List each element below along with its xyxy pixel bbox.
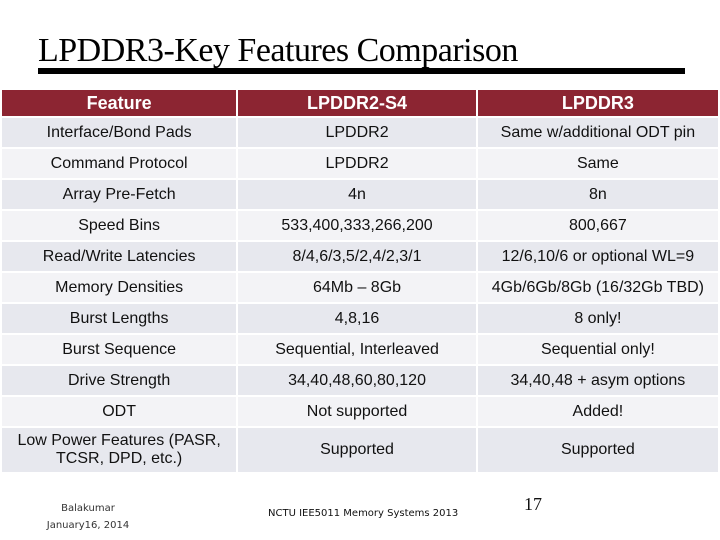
lpddr2-cell: 4,8,16	[238, 304, 476, 333]
feature-cell: Burst Sequence	[2, 335, 237, 364]
features-comparison-table: Feature LPDDR2-S4 LPDDR3 Interface/Bond …	[0, 88, 720, 474]
lpddr3-cell: 12/6,10/6 or optional WL=9	[477, 242, 718, 271]
feature-cell: Memory Densities	[2, 273, 237, 302]
lpddr2-cell: 64Mb – 8Gb	[238, 273, 476, 302]
lpddr2-cell: Supported	[238, 428, 476, 472]
feature-cell: Drive Strength	[2, 366, 237, 395]
header-lpddr2-s4: LPDDR2-S4	[238, 90, 476, 116]
feature-cell: Array Pre-Fetch	[2, 180, 237, 209]
lpddr2-cell: LPDDR2	[238, 149, 476, 178]
table-row: Interface/Bond Pads LPDDR2 Same w/additi…	[2, 118, 718, 147]
footer-author-date: Balakumar January16, 2014	[36, 500, 140, 534]
lpddr3-cell: 8 only!	[477, 304, 718, 333]
table-row: ODT Not supported Added!	[2, 397, 718, 426]
feature-cell: Burst Lengths	[2, 304, 237, 333]
table-header-row: Feature LPDDR2-S4 LPDDR3	[2, 90, 718, 116]
feature-cell: Command Protocol	[2, 149, 237, 178]
table-row: Read/Write Latencies 8/4,6/3,5/2,4/2,3/1…	[2, 242, 718, 271]
table-row: Drive Strength 34,40,48,60,80,120 34,40,…	[2, 366, 718, 395]
lpddr3-cell: 8n	[477, 180, 718, 209]
lpddr3-cell: Same w/additional ODT pin	[477, 118, 718, 147]
table-row: Memory Densities 64Mb – 8Gb 4Gb/6Gb/8Gb …	[2, 273, 718, 302]
footer-author: Balakumar	[61, 503, 115, 514]
feature-cell: Low Power Features (PASR, TCSR, DPD, etc…	[2, 428, 237, 472]
footer-course: NCTU IEE5011 Memory Systems 2013	[268, 508, 459, 519]
lpddr2-cell: 4n	[238, 180, 476, 209]
feature-cell: Interface/Bond Pads	[2, 118, 237, 147]
lpddr3-cell: 4Gb/6Gb/8Gb (16/32Gb TBD)	[477, 273, 718, 302]
table-row: Burst Sequence Sequential, Interleaved S…	[2, 335, 718, 364]
table-row: Burst Lengths 4,8,16 8 only!	[2, 304, 718, 333]
lpddr2-cell: LPDDR2	[238, 118, 476, 147]
feature-cell: Speed Bins	[2, 211, 237, 240]
lpddr2-cell: Not supported	[238, 397, 476, 426]
lpddr2-cell: 34,40,48,60,80,120	[238, 366, 476, 395]
lpddr3-cell: Added!	[477, 397, 718, 426]
lpddr2-cell: 8/4,6/3,5/2,4/2,3/1	[238, 242, 476, 271]
lpddr3-cell: Same	[477, 149, 718, 178]
lpddr3-cell: 34,40,48 + asym options	[477, 366, 718, 395]
lpddr2-cell: 533,400,333,266,200	[238, 211, 476, 240]
slide-title: LPDDR3-Key Features Comparison	[38, 32, 518, 69]
lpddr3-cell: Supported	[477, 428, 718, 472]
table-row: Array Pre-Fetch 4n 8n	[2, 180, 718, 209]
table-row: Speed Bins 533,400,333,266,200 800,667	[2, 211, 718, 240]
feature-cell: Read/Write Latencies	[2, 242, 237, 271]
table-row: Command Protocol LPDDR2 Same	[2, 149, 718, 178]
lpddr3-cell: Sequential only!	[477, 335, 718, 364]
lpddr3-cell: 800,667	[477, 211, 718, 240]
title-underline	[38, 68, 685, 74]
footer-date: January16, 2014	[46, 520, 130, 531]
header-feature: Feature	[2, 90, 237, 116]
feature-cell: ODT	[2, 397, 237, 426]
lpddr2-cell: Sequential, Interleaved	[238, 335, 476, 364]
page-number: 17	[524, 494, 542, 514]
header-lpddr3: LPDDR3	[477, 90, 718, 116]
table-row: Low Power Features (PASR, TCSR, DPD, etc…	[2, 428, 718, 472]
